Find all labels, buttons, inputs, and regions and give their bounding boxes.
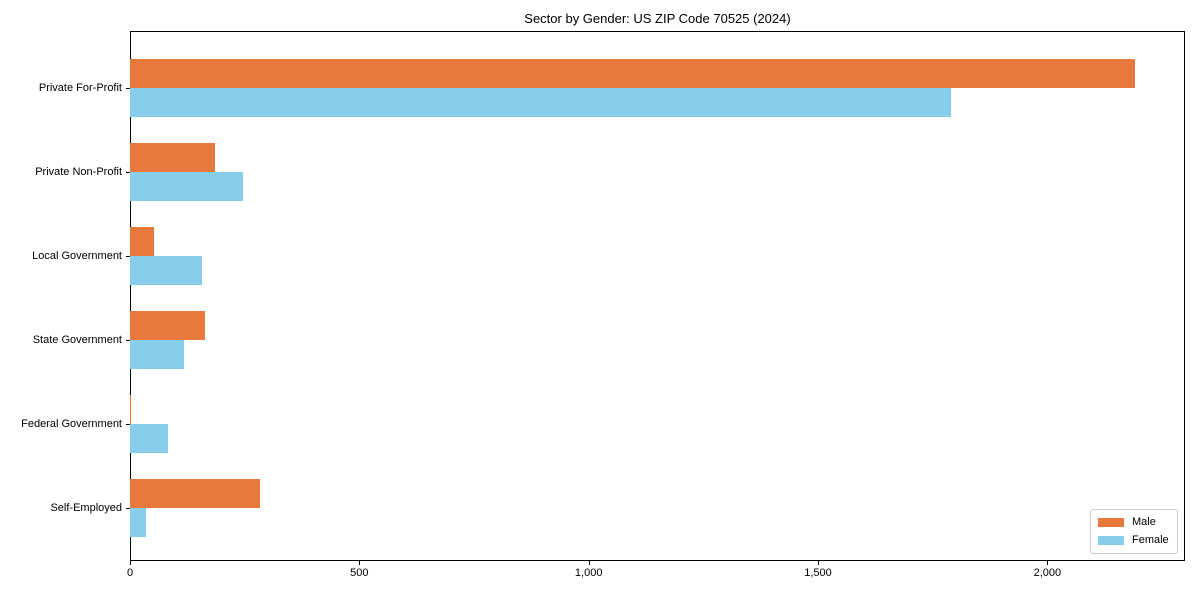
x-tick-4 [1047,561,1049,565]
y-axis-label-0: Private For-Profit [38,82,122,94]
legend: Male Female [1090,509,1178,554]
y-tick-3 [126,340,130,341]
y-tick-2 [126,256,130,257]
chart-title: Sector by Gender: US ZIP Code 70525 (202… [524,11,791,26]
legend-swatch-male [1098,518,1124,527]
x-tick-label-0: 0 [126,567,134,579]
bar-male-4 [130,395,132,424]
y-axis-label-1: Private Non-Profit [35,166,122,178]
y-tick-1 [126,172,130,173]
x-tick-label-4: 2,000 [1033,567,1062,579]
legend-swatch-female [1098,536,1124,545]
x-tick-1 [359,561,361,565]
x-tick-label-3: 1,500 [804,567,832,579]
bar-male-1 [130,143,215,172]
bar-male-2 [130,227,154,256]
bar-male-3 [130,311,205,340]
x-tick-2 [588,561,590,565]
y-axis-label-5: Self-Employed [50,502,122,514]
plot-border [130,31,1185,561]
legend-label-male: Male [1132,516,1156,528]
y-tick-0 [126,88,130,89]
bar-female-1 [130,172,243,201]
bar-male-0 [130,59,1135,88]
y-axis-label-3: State Government [32,334,122,346]
y-axis-label-4: Federal Government [21,418,122,430]
y-tick-4 [126,424,130,425]
bar-female-2 [130,256,202,285]
bar-female-0 [130,88,952,117]
legend-row-female: Female [1098,535,1177,546]
legend-label-female: Female [1132,534,1169,546]
y-tick-5 [126,508,130,509]
y-axis-label-2: Local Government [32,250,122,262]
bar-female-4 [130,424,168,453]
x-tick-3 [818,561,819,565]
legend-row-male: Male [1098,517,1177,528]
plot-area [130,31,1185,561]
bar-male-5 [130,479,260,508]
x-tick-label-2: 1,000 [574,567,603,579]
bar-female-3 [130,340,185,369]
x-tick-0 [130,561,131,565]
x-tick-label-1: 500 [350,567,369,579]
bar-female-5 [130,508,147,537]
